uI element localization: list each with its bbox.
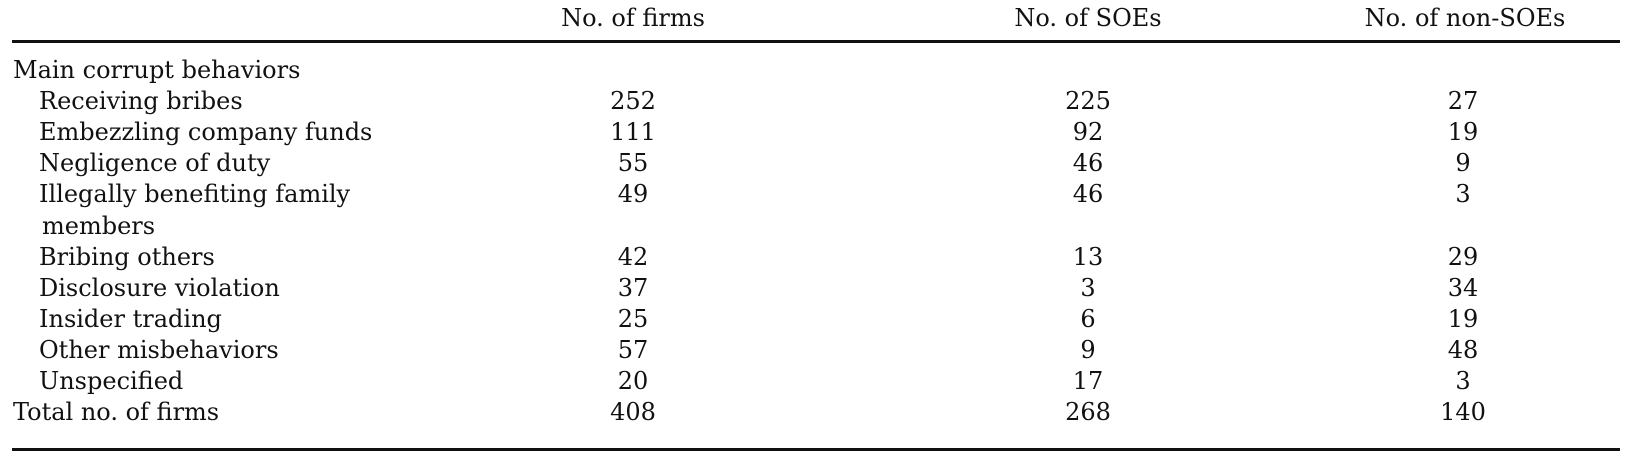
table-row: Negligence of duty 55 46 9 xyxy=(0,147,1628,179)
cell-soes: 6 xyxy=(1080,305,1096,333)
row-label-line-1: Illegally benefiting family xyxy=(39,180,351,208)
cell-non-soes: 27 xyxy=(1447,87,1479,115)
cell-soes: 17 xyxy=(1072,367,1104,395)
cell-non-soes: 48 xyxy=(1447,336,1479,364)
row-label: Embezzling company funds xyxy=(39,118,373,146)
cell-firms: 42 xyxy=(617,243,649,271)
cell-non-soes: 19 xyxy=(1447,305,1479,333)
row-label: Other misbehaviors xyxy=(39,336,279,364)
cell-firms: 20 xyxy=(617,367,649,395)
row-label: Disclosure violation xyxy=(39,274,280,302)
table-row: Illegally benefiting family members 49 4… xyxy=(0,178,1628,242)
bottom-rule xyxy=(12,448,1620,451)
cell-non-soes: 19 xyxy=(1447,118,1479,146)
cell-non-soes: 9 xyxy=(1455,149,1471,177)
section-label: Main corrupt behaviors xyxy=(13,56,301,84)
row-label: Bribing others xyxy=(39,243,215,271)
section-row: Main corrupt behaviors xyxy=(0,54,1628,86)
cell-soes: 46 xyxy=(1072,149,1104,177)
table-row: Receiving bribes 252 225 27 xyxy=(0,85,1628,117)
total-row: Total no. of firms 408 268 140 xyxy=(0,396,1628,428)
header-no-of-non-soes: No. of non-SOEs xyxy=(1364,4,1566,32)
total-label: Total no. of firms xyxy=(13,398,220,426)
table-row: Other misbehaviors 57 9 48 xyxy=(0,334,1628,366)
cell-non-soes: 3 xyxy=(1455,367,1471,395)
cell-soes: 9 xyxy=(1080,336,1096,364)
table-row: Disclosure violation 37 3 34 xyxy=(0,272,1628,304)
cell-non-soes: 3 xyxy=(1455,180,1471,208)
cell-firms: 111 xyxy=(610,118,656,146)
cell-non-soes: 34 xyxy=(1447,274,1479,302)
cell-firms: 49 xyxy=(617,180,649,208)
row-label: Negligence of duty xyxy=(39,149,271,177)
cell-soes: 92 xyxy=(1072,118,1104,146)
cell-firms: 25 xyxy=(617,305,649,333)
table-row: Unspecified 20 17 3 xyxy=(0,365,1628,397)
cell-soes: 225 xyxy=(1065,87,1111,115)
table-row: Bribing others 42 13 29 xyxy=(0,241,1628,273)
table-row: Insider trading 25 6 19 xyxy=(0,303,1628,335)
cell-firms: 37 xyxy=(617,274,649,302)
table-row: Embezzling company funds 111 92 19 xyxy=(0,116,1628,148)
total-firms: 408 xyxy=(610,398,656,426)
header-no-of-firms: No. of firms xyxy=(561,4,705,32)
cell-soes: 13 xyxy=(1072,243,1104,271)
top-rule xyxy=(12,40,1620,43)
cell-soes: 3 xyxy=(1080,274,1096,302)
row-label-line-2: members xyxy=(42,212,156,240)
total-non-soes: 140 xyxy=(1440,398,1486,426)
header-no-of-soes: No. of SOEs xyxy=(1014,4,1162,32)
cell-non-soes: 29 xyxy=(1447,243,1479,271)
total-soes: 268 xyxy=(1065,398,1111,426)
row-label: Receiving bribes xyxy=(39,87,243,115)
cell-firms: 55 xyxy=(617,149,649,177)
cell-firms: 252 xyxy=(610,87,656,115)
cell-soes: 46 xyxy=(1072,180,1104,208)
row-label: Insider trading xyxy=(39,305,222,333)
row-label: Unspecified xyxy=(39,367,184,395)
cell-firms: 57 xyxy=(617,336,649,364)
row-label: Illegally benefiting family members xyxy=(39,178,350,242)
